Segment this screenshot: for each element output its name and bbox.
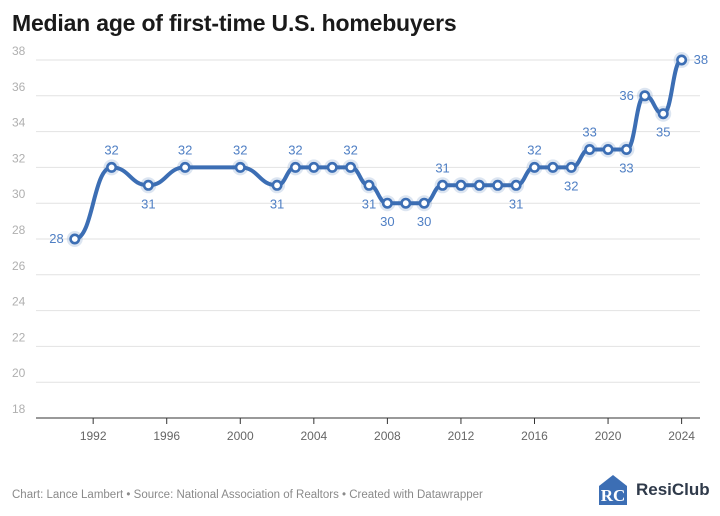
data-label: 31: [270, 196, 284, 211]
data-point: [142, 179, 154, 191]
y-tick-label: 36: [12, 80, 26, 94]
resiclub-logo[interactable]: RC ResiClub: [596, 472, 710, 508]
data-point: [289, 161, 301, 173]
y-axis-ticks: 18 20 22 24 26 28 30 32 34 36 38: [12, 44, 26, 416]
series-path: [72, 58, 684, 241]
data-point: [326, 161, 338, 173]
y-tick-label: 24: [12, 295, 26, 309]
data-point: [565, 161, 577, 173]
y-tick-label: 20: [12, 366, 26, 380]
data-point: [602, 144, 614, 156]
x-tick-label: 2004: [300, 429, 327, 443]
x-tick-label: 2024: [668, 429, 695, 443]
grid-lines: [36, 59, 700, 419]
data-point: [418, 197, 430, 209]
data-label: 33: [582, 125, 596, 140]
x-tick-label: 1996: [153, 429, 180, 443]
chart-footer: Chart: Lance Lambert • Source: National …: [12, 489, 483, 501]
y-tick-label: 32: [12, 151, 26, 165]
y-tick-label: 26: [12, 259, 26, 273]
data-point: [400, 197, 412, 209]
brand-name: ResiClub: [636, 480, 710, 499]
data-label: 28: [49, 231, 63, 246]
data-label: 32: [564, 178, 578, 193]
data-point: [234, 161, 246, 173]
data-label: 32: [527, 142, 541, 157]
data-label: 38: [694, 52, 708, 67]
series-line: [72, 58, 684, 241]
data-point: [473, 179, 485, 191]
data-point: [584, 144, 596, 156]
y-tick-label: 38: [12, 44, 26, 58]
resiclub-logo-icon: RC: [599, 475, 627, 505]
data-point: [179, 161, 191, 173]
data-point: [676, 54, 688, 66]
data-label: 32: [233, 142, 247, 157]
x-axis: 1992 1996 2000 2004 2008 2012 2016 2020 2024: [36, 417, 700, 443]
data-point: [547, 161, 559, 173]
data-label: 32: [104, 142, 118, 157]
y-tick-label: 34: [12, 116, 26, 130]
data-point: [271, 179, 283, 191]
data-label: 31: [435, 160, 449, 175]
data-point: [510, 179, 522, 191]
x-tick-label: 1992: [80, 429, 107, 443]
data-label: 30: [380, 214, 394, 229]
data-label: 31: [141, 196, 155, 211]
data-point: [492, 179, 504, 191]
data-label: 35: [656, 125, 670, 140]
x-tick-label: 2016: [521, 429, 548, 443]
y-tick-label: 30: [12, 187, 26, 201]
data-label: 32: [343, 142, 357, 157]
data-point: [106, 161, 118, 173]
data-point: [455, 179, 467, 191]
x-tick-label: 2020: [595, 429, 622, 443]
data-point: [639, 90, 651, 102]
data-point: [528, 161, 540, 173]
data-labels: 28 32 31 32 32 31 32 32 31 30 30 31 31 32 32 33 33 36 35 38: [49, 52, 708, 246]
chart-title: Median age of first-time U.S. homebuyers: [12, 10, 457, 36]
y-tick-label: 28: [12, 223, 26, 237]
data-point: [381, 197, 393, 209]
data-point: [620, 144, 632, 156]
data-point: [69, 233, 81, 245]
data-label: 32: [288, 142, 302, 157]
data-label: 32: [178, 142, 192, 157]
data-label: 30: [417, 214, 431, 229]
data-point: [363, 179, 375, 191]
y-tick-label: 18: [12, 402, 26, 416]
data-label: 31: [362, 196, 376, 211]
data-points: [66, 52, 690, 247]
logo-monogram: RC: [601, 486, 626, 505]
y-tick-label: 22: [12, 330, 26, 344]
data-point: [308, 161, 320, 173]
data-point: [657, 108, 669, 120]
x-tick-label: 2012: [448, 429, 475, 443]
data-point: [345, 161, 357, 173]
data-label: 33: [619, 161, 633, 176]
x-tick-label: 2000: [227, 429, 254, 443]
data-point: [437, 179, 449, 191]
data-label: 36: [619, 88, 633, 103]
x-tick-label: 2008: [374, 429, 401, 443]
data-label: 31: [509, 196, 523, 211]
